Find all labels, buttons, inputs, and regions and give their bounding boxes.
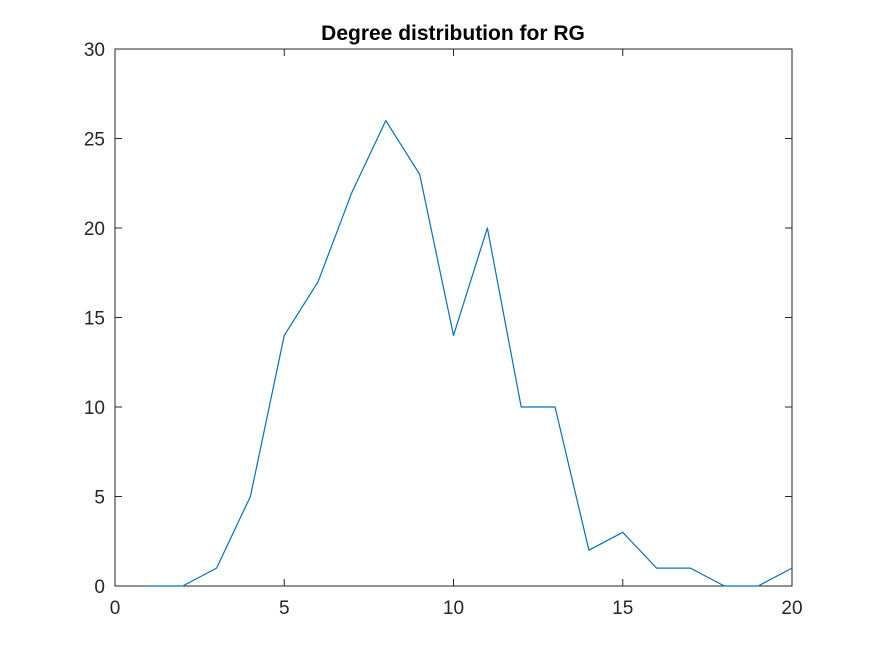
- data-point: [554, 406, 557, 409]
- data-point: [689, 567, 692, 570]
- data-point: [587, 549, 590, 552]
- axes-box: [114, 48, 793, 587]
- data-point: [147, 585, 150, 588]
- y-tick-label: 30: [84, 40, 105, 61]
- data-point: [215, 567, 218, 570]
- data-point: [520, 406, 523, 409]
- data-point: [350, 191, 353, 194]
- plot-area: 0 5 10 15 20 0 5 10 15 20 25 30: [84, 40, 803, 619]
- chart-title: Degree distribution for RG: [321, 22, 585, 45]
- y-tick-label: 15: [84, 309, 105, 330]
- data-point: [418, 173, 421, 176]
- data-point: [621, 531, 624, 534]
- data-point: [655, 567, 658, 570]
- data-point: [486, 227, 489, 230]
- y-tick-label: 10: [84, 398, 105, 419]
- data-point: [283, 334, 286, 337]
- data-point: [452, 334, 455, 337]
- data-point: [723, 585, 726, 588]
- x-tick-label: 0: [110, 598, 121, 619]
- x-tick-label: 10: [443, 598, 464, 619]
- data-point: [384, 119, 387, 122]
- data-point: [249, 495, 252, 498]
- data-point: [317, 280, 320, 283]
- y-tick-label: 20: [84, 219, 105, 240]
- series-line: [148, 119, 793, 587]
- data-point: [181, 585, 184, 588]
- y-tick-label: 25: [84, 130, 105, 151]
- data-point: [757, 585, 760, 588]
- data-point: [791, 567, 794, 570]
- y-tick-label: 5: [94, 488, 105, 509]
- x-tick-label: 15: [612, 598, 633, 619]
- x-tick-label: 5: [279, 598, 290, 619]
- y-tick-label: 0: [94, 577, 105, 598]
- x-tick-label: 20: [781, 598, 802, 619]
